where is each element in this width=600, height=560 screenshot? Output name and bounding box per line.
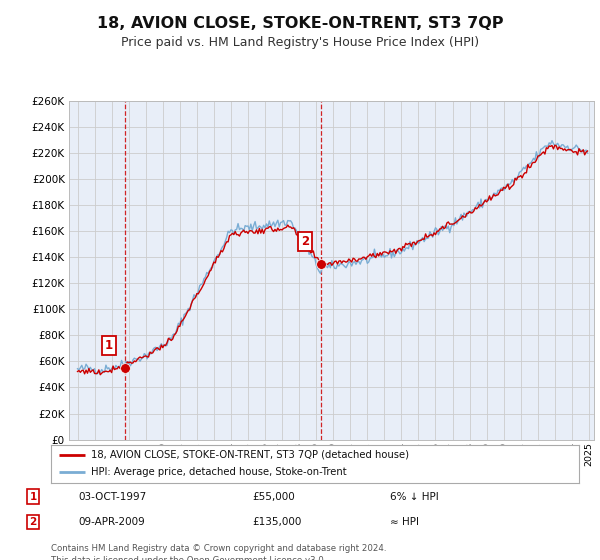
Text: ≈ HPI: ≈ HPI bbox=[390, 517, 419, 527]
Text: 1: 1 bbox=[29, 492, 37, 502]
Text: 6% ↓ HPI: 6% ↓ HPI bbox=[390, 492, 439, 502]
Text: 1: 1 bbox=[105, 339, 113, 352]
Text: HPI: Average price, detached house, Stoke-on-Trent: HPI: Average price, detached house, Stok… bbox=[91, 468, 346, 478]
Text: £55,000: £55,000 bbox=[252, 492, 295, 502]
Text: 18, AVION CLOSE, STOKE-ON-TRENT, ST3 7QP: 18, AVION CLOSE, STOKE-ON-TRENT, ST3 7QP bbox=[97, 16, 503, 31]
Text: Price paid vs. HM Land Registry's House Price Index (HPI): Price paid vs. HM Land Registry's House … bbox=[121, 36, 479, 49]
Text: 09-APR-2009: 09-APR-2009 bbox=[78, 517, 145, 527]
Text: £135,000: £135,000 bbox=[252, 517, 301, 527]
Text: 2: 2 bbox=[29, 517, 37, 527]
Text: Contains HM Land Registry data © Crown copyright and database right 2024.
This d: Contains HM Land Registry data © Crown c… bbox=[51, 544, 386, 560]
Text: 03-OCT-1997: 03-OCT-1997 bbox=[78, 492, 146, 502]
Text: 18, AVION CLOSE, STOKE-ON-TRENT, ST3 7QP (detached house): 18, AVION CLOSE, STOKE-ON-TRENT, ST3 7QP… bbox=[91, 450, 409, 460]
Text: 2: 2 bbox=[301, 235, 310, 248]
